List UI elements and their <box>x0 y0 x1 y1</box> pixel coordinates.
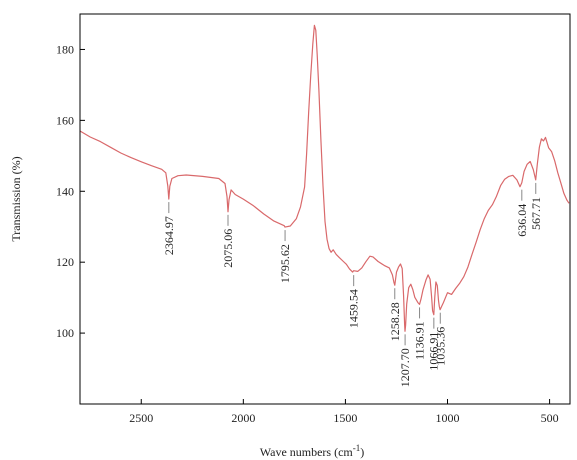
x-axis-title: Wave numbers (cm-1) <box>260 443 365 459</box>
peak-1795-62-label: 1795.62 <box>278 244 292 283</box>
peak-1207-70-label: 1207.70 <box>398 348 412 387</box>
x-axis-title-superscript: -1 <box>353 443 361 453</box>
peak-567-71-label: 567.71 <box>529 197 543 230</box>
peak-1136-91-label: 1136.91 <box>412 321 426 360</box>
peak-1459-54-label: 1459.54 <box>347 289 361 328</box>
x-tick-label-500: 500 <box>541 411 559 425</box>
y-axis-title: Transmission (%) <box>9 156 23 241</box>
peak-1066-91-label: 1066.91 <box>427 332 441 371</box>
x-tick-label-1000: 1000 <box>436 411 460 425</box>
y-tick-label-100: 100 <box>56 326 74 340</box>
y-tick-label-120: 120 <box>56 255 74 269</box>
spectrum-line-0 <box>79 24 570 332</box>
peak-2075-06-label: 2075.06 <box>221 229 235 268</box>
peak-1035-36-label: 1035.36 <box>433 327 447 366</box>
y-tick-label-160: 160 <box>56 113 74 127</box>
y-tick-label-180: 180 <box>56 42 74 56</box>
y-tick-label-140: 140 <box>56 184 74 198</box>
x-tick-label-2000: 2000 <box>231 411 255 425</box>
y-axis-title-group: Transmission (%) <box>9 156 23 241</box>
plot-layer: 100 120 140 160 180 2500 2000 1500 1000 500 2364.9… <box>56 24 570 425</box>
plot-frame <box>79 13 571 405</box>
peak-1258-28-label: 1258.28 <box>388 302 402 341</box>
x-tick-label-2500: 2500 <box>129 411 153 425</box>
x-tick-label-1500: 1500 <box>333 411 357 425</box>
x-axis-title-main: Wave numbers (cm <box>260 445 354 459</box>
x-axis-title-close: ) <box>360 445 364 459</box>
peak-2364-97-label: 2364.97 <box>162 216 176 255</box>
peak-636-04-label: 636.04 <box>515 204 529 237</box>
